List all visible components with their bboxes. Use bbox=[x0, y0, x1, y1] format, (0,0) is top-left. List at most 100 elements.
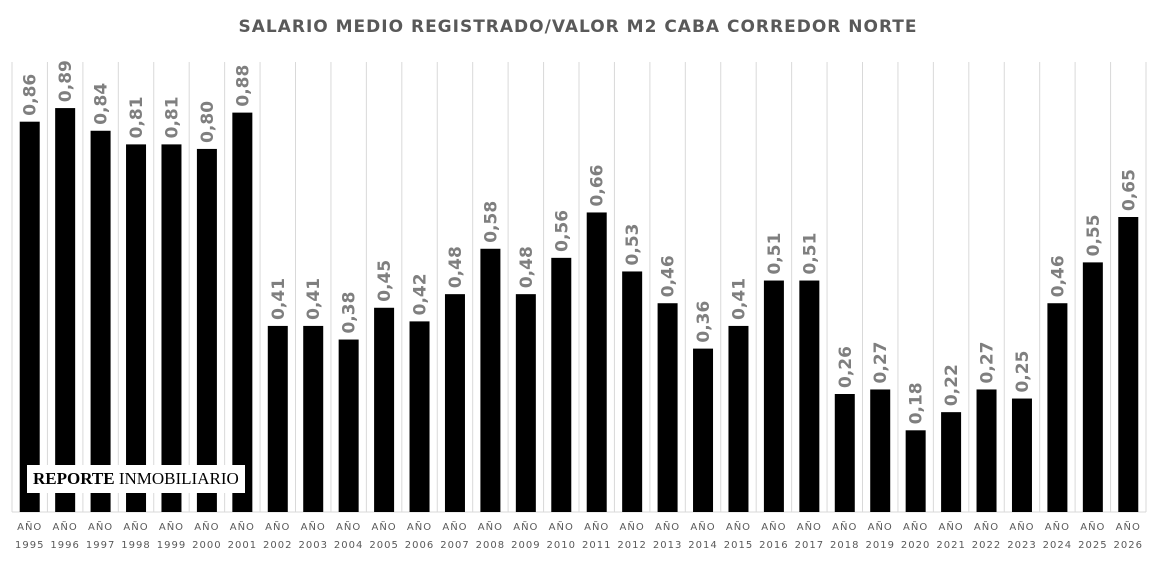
value-label: 0,55 bbox=[1084, 214, 1104, 256]
value-label: 0,58 bbox=[481, 201, 501, 243]
bar bbox=[196, 148, 217, 512]
tick-label: AÑO bbox=[478, 520, 503, 533]
tick-label-year: 2015 bbox=[724, 540, 753, 551]
tick-label: AÑO bbox=[832, 520, 857, 533]
tick-label: AÑO bbox=[194, 520, 219, 533]
bar bbox=[728, 325, 749, 512]
tick-label-year: 2004 bbox=[334, 540, 363, 551]
bar bbox=[763, 280, 784, 512]
value-label: 0,41 bbox=[729, 278, 749, 320]
value-label: 0,65 bbox=[1119, 169, 1139, 211]
tick-label: AÑO bbox=[442, 520, 467, 533]
bar bbox=[834, 394, 855, 512]
bar bbox=[232, 112, 253, 512]
value-label: 0,27 bbox=[978, 342, 998, 384]
bar bbox=[126, 144, 147, 512]
tick-label-year: 2024 bbox=[1043, 540, 1072, 551]
value-label: 0,80 bbox=[198, 101, 218, 143]
tick-label-year: 2009 bbox=[511, 540, 540, 551]
value-label: 0,86 bbox=[21, 74, 41, 116]
chart-title: SALARIO MEDIO REGISTRADO/VALOR M2 CABA C… bbox=[238, 17, 917, 37]
bar bbox=[338, 339, 359, 512]
tick-label-year: 2005 bbox=[369, 540, 398, 551]
tick-label: AÑO bbox=[584, 520, 609, 533]
watermark-logo: REPORTE INMOBILIARIO bbox=[27, 465, 245, 493]
bar bbox=[1082, 262, 1103, 512]
tick-label-year: 2025 bbox=[1078, 540, 1107, 551]
tick-label-year: 1997 bbox=[86, 540, 115, 551]
tick-label-year: 2020 bbox=[901, 540, 930, 551]
tick-label-year: 2022 bbox=[972, 540, 1001, 551]
tick-label: AÑO bbox=[513, 520, 538, 533]
value-label: 0,51 bbox=[765, 233, 785, 275]
tick-label-year: 2013 bbox=[653, 540, 682, 551]
bar bbox=[799, 280, 820, 512]
tick-label: AÑO bbox=[620, 520, 645, 533]
value-label: 0,46 bbox=[1048, 255, 1068, 297]
tick-label: AÑO bbox=[1045, 520, 1070, 533]
bar bbox=[551, 257, 572, 512]
tick-label: AÑO bbox=[159, 520, 184, 533]
tick-label-year: 2002 bbox=[263, 540, 292, 551]
value-label: 0,48 bbox=[517, 246, 537, 288]
tick-label: AÑO bbox=[690, 520, 715, 533]
value-label: 0,26 bbox=[836, 346, 856, 388]
bar bbox=[409, 321, 430, 512]
tick-label-year: 2003 bbox=[298, 540, 327, 551]
bar bbox=[515, 294, 536, 512]
value-label: 0,36 bbox=[694, 301, 714, 343]
watermark-regular: INMOBILIARIO bbox=[114, 469, 239, 488]
value-label: 0,81 bbox=[162, 96, 182, 138]
value-label: 0,81 bbox=[127, 96, 147, 138]
tick-label: AÑO bbox=[265, 520, 290, 533]
tick-label: AÑO bbox=[1009, 520, 1034, 533]
tick-label-year: 1998 bbox=[121, 540, 150, 551]
tick-label-year: 1995 bbox=[15, 540, 44, 551]
bar bbox=[444, 294, 465, 512]
value-label: 0,53 bbox=[623, 224, 643, 266]
tick-label: AÑO bbox=[655, 520, 680, 533]
tick-label-year: 2010 bbox=[547, 540, 576, 551]
bar bbox=[480, 248, 501, 512]
tick-label-year: 2012 bbox=[617, 540, 646, 551]
bar bbox=[870, 389, 891, 512]
tick-label: AÑO bbox=[230, 520, 255, 533]
tick-label-year: 2017 bbox=[795, 540, 824, 551]
bar bbox=[1118, 217, 1139, 512]
tick-label-year: 2014 bbox=[688, 540, 717, 551]
tick-label-year: 2021 bbox=[936, 540, 965, 551]
tick-label-year: 2026 bbox=[1114, 540, 1143, 551]
value-label: 0,45 bbox=[375, 260, 395, 302]
watermark-bold: REPORTE bbox=[33, 469, 115, 488]
tick-label-year: 2008 bbox=[476, 540, 505, 551]
bar bbox=[19, 121, 40, 512]
tick-label-year: 2023 bbox=[1007, 540, 1036, 551]
tick-label-year: 2011 bbox=[582, 540, 611, 551]
tick-label: AÑO bbox=[726, 520, 751, 533]
tick-label-year: 2006 bbox=[405, 540, 434, 551]
bar bbox=[622, 271, 643, 512]
value-label: 0,25 bbox=[1013, 351, 1033, 393]
value-label: 0,41 bbox=[269, 278, 289, 320]
tick-label: AÑO bbox=[1080, 520, 1105, 533]
bar bbox=[90, 130, 111, 512]
tick-label: AÑO bbox=[903, 520, 928, 533]
tick-label-year: 2000 bbox=[192, 540, 221, 551]
bar bbox=[586, 212, 607, 512]
tick-label: AÑO bbox=[371, 520, 396, 533]
value-label: 0,27 bbox=[871, 342, 891, 384]
bar bbox=[1047, 303, 1068, 512]
tick-label: AÑO bbox=[301, 520, 326, 533]
value-label: 0,48 bbox=[446, 246, 466, 288]
x-axis-ticks: AÑO 1995 AÑO 1996 AÑO 1997 AÑO 1998 AÑO 1999 AÑO 20… bbox=[15, 520, 1143, 551]
value-label: 0,66 bbox=[588, 165, 608, 207]
tick-label: AÑO bbox=[1116, 520, 1141, 533]
tick-label-year: 2016 bbox=[759, 540, 788, 551]
value-label: 0,84 bbox=[92, 83, 112, 125]
bar bbox=[161, 144, 182, 512]
value-labels: 0,86 0,89 0,84 0,81 0,81 0,80 0,88 0,41 0,41 0,38… bbox=[21, 60, 1140, 424]
tick-label-year: 2007 bbox=[440, 540, 469, 551]
bar bbox=[1011, 398, 1032, 512]
gridlines bbox=[11, 62, 1147, 513]
